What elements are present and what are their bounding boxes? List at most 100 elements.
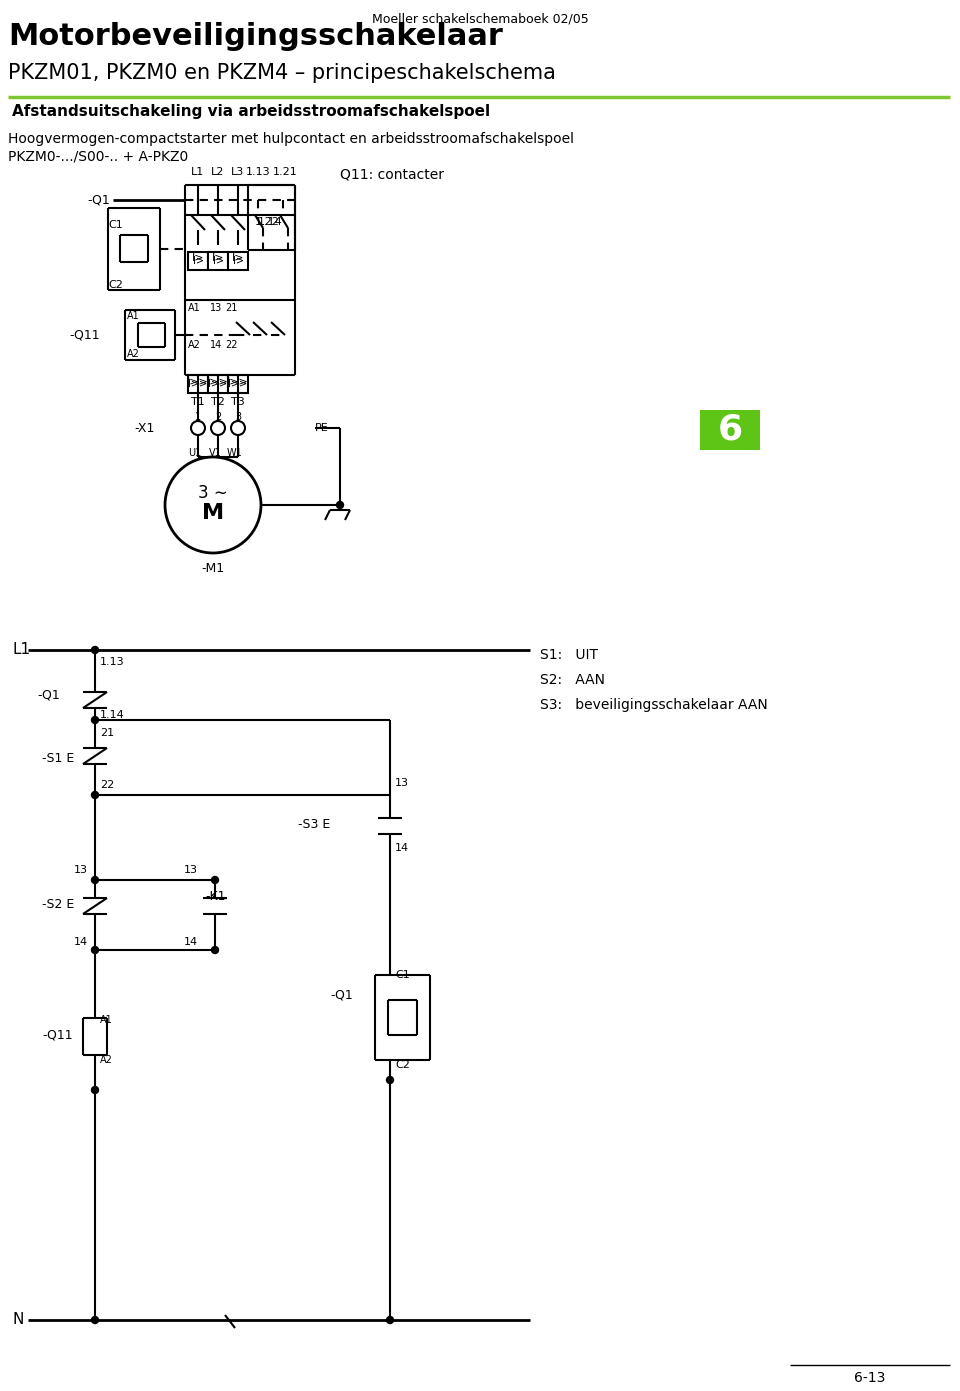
Text: A1: A1 xyxy=(100,1015,112,1025)
Bar xyxy=(208,252,228,270)
Text: -Q11: -Q11 xyxy=(42,1028,73,1042)
Text: Hoogvermogen-compactstarter met hulpcontact en arbeidsstroomafschakelspoel: Hoogvermogen-compactstarter met hulpcont… xyxy=(8,132,574,146)
Circle shape xyxy=(191,421,205,435)
Text: 3: 3 xyxy=(235,412,241,421)
Text: 1.13: 1.13 xyxy=(246,167,271,177)
Text: C2: C2 xyxy=(395,1060,410,1070)
Text: -S2 E: -S2 E xyxy=(42,899,74,911)
Text: 13: 13 xyxy=(210,303,223,313)
Text: I>: I> xyxy=(231,253,244,263)
Text: 2: 2 xyxy=(215,412,221,421)
Text: 1.13: 1.13 xyxy=(100,657,125,668)
Text: -Q11: -Q11 xyxy=(69,328,100,342)
Text: 1: 1 xyxy=(195,412,201,421)
Text: I>: I> xyxy=(212,256,224,266)
Text: I>>: I>> xyxy=(188,378,207,389)
Text: Q11: contacter: Q11: contacter xyxy=(340,168,444,182)
Text: PE: PE xyxy=(315,423,328,433)
Text: V1: V1 xyxy=(208,448,222,458)
Text: 21: 21 xyxy=(100,727,114,739)
Text: -Q1: -Q1 xyxy=(87,193,110,206)
Text: PKZM01, PKZM0 en PKZM4 – principeschakelschema: PKZM01, PKZM0 en PKZM4 – principeschakel… xyxy=(8,63,556,83)
Circle shape xyxy=(91,716,99,723)
Text: L3: L3 xyxy=(231,167,245,177)
Text: L2: L2 xyxy=(211,167,225,177)
Circle shape xyxy=(211,946,219,953)
Text: S1:   UIT: S1: UIT xyxy=(540,648,598,662)
Text: I>>: I>> xyxy=(208,378,228,389)
Text: -Q1: -Q1 xyxy=(37,689,60,701)
Text: A2: A2 xyxy=(100,1054,113,1066)
Circle shape xyxy=(165,458,261,554)
Text: 1.22: 1.22 xyxy=(255,217,280,227)
Text: -K1: -K1 xyxy=(205,890,226,904)
Text: 13: 13 xyxy=(184,865,198,875)
Text: L1: L1 xyxy=(12,643,30,658)
Text: I>>: I>> xyxy=(187,377,209,387)
Text: I>>: I>> xyxy=(228,377,249,387)
Circle shape xyxy=(211,421,225,435)
Circle shape xyxy=(91,1316,99,1323)
Text: U1: U1 xyxy=(188,448,202,458)
Bar xyxy=(228,252,248,270)
Circle shape xyxy=(231,421,245,435)
Bar xyxy=(228,376,248,394)
Text: -X1: -X1 xyxy=(134,421,155,434)
Circle shape xyxy=(91,1086,99,1093)
Text: I>>: I>> xyxy=(228,378,248,389)
Text: L1: L1 xyxy=(191,167,204,177)
Bar xyxy=(188,376,208,394)
Text: -S1 E: -S1 E xyxy=(42,751,74,765)
Text: I>: I> xyxy=(232,256,244,266)
Text: PKZM0-.../S00-.. + A-PKZ0: PKZM0-.../S00-.. + A-PKZ0 xyxy=(8,150,188,164)
Text: 21: 21 xyxy=(225,303,237,313)
Text: 1.14: 1.14 xyxy=(258,217,283,227)
Text: T2: T2 xyxy=(211,396,225,408)
Text: 13: 13 xyxy=(395,778,409,787)
Text: W1: W1 xyxy=(228,448,243,458)
Text: S2:   AAN: S2: AAN xyxy=(540,673,605,687)
Text: T1: T1 xyxy=(191,396,204,408)
Text: A2: A2 xyxy=(127,349,140,359)
Text: I>: I> xyxy=(212,253,225,263)
Circle shape xyxy=(211,876,219,883)
Text: -Q1: -Q1 xyxy=(330,989,352,1002)
Circle shape xyxy=(387,1077,394,1084)
Text: Afstandsuitschakeling via arbeidsstroomafschakelspoel: Afstandsuitschakeling via arbeidsstrooma… xyxy=(12,104,491,120)
Circle shape xyxy=(91,876,99,883)
Circle shape xyxy=(91,791,99,798)
Text: 22: 22 xyxy=(225,339,237,351)
Bar xyxy=(208,376,228,394)
Text: M: M xyxy=(202,504,224,523)
Circle shape xyxy=(337,502,344,509)
Text: A2: A2 xyxy=(188,339,201,351)
Circle shape xyxy=(91,647,99,654)
Bar xyxy=(188,252,208,270)
Text: S3:   beveiligingsschakelaar AAN: S3: beveiligingsschakelaar AAN xyxy=(540,698,768,712)
Text: 6: 6 xyxy=(717,413,743,447)
Text: C2: C2 xyxy=(108,280,123,289)
Text: T3: T3 xyxy=(231,396,245,408)
Text: -S3 E: -S3 E xyxy=(298,818,330,832)
Text: 14: 14 xyxy=(184,938,198,947)
Text: C1: C1 xyxy=(395,970,410,981)
Text: 1.21: 1.21 xyxy=(273,167,298,177)
Text: N: N xyxy=(12,1313,23,1327)
Text: I>: I> xyxy=(192,253,204,263)
Text: 3 ∼: 3 ∼ xyxy=(198,484,228,502)
Text: Motorbeveiligingsschakelaar: Motorbeveiligingsschakelaar xyxy=(8,22,503,51)
Text: 1.14: 1.14 xyxy=(100,709,125,721)
Circle shape xyxy=(91,946,99,953)
Text: Moeller schakelschemaboek 02/05: Moeller schakelschemaboek 02/05 xyxy=(372,13,588,25)
Circle shape xyxy=(387,1316,394,1323)
Bar xyxy=(700,410,760,451)
Text: 22: 22 xyxy=(100,780,114,790)
Text: C1: C1 xyxy=(108,220,123,230)
Text: 14: 14 xyxy=(395,843,409,853)
Text: I>: I> xyxy=(193,256,204,266)
Text: 6-13: 6-13 xyxy=(854,1372,886,1385)
Text: 14: 14 xyxy=(74,938,88,947)
Text: A1: A1 xyxy=(127,312,140,321)
Text: -M1: -M1 xyxy=(202,562,225,574)
Text: I>>: I>> xyxy=(207,377,228,387)
